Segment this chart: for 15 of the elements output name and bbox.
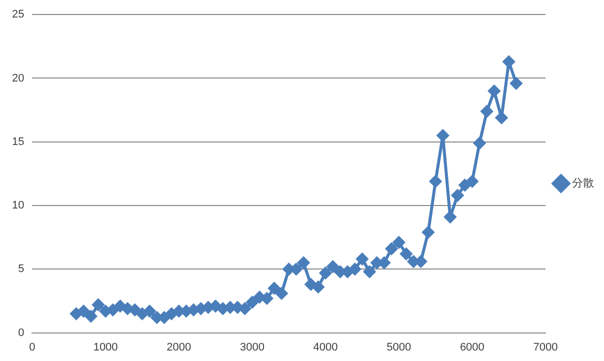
y-tick-label: 0 xyxy=(18,326,24,339)
x-tick-label: 0 xyxy=(29,341,36,354)
y-tick-label: 15 xyxy=(12,136,24,148)
y-tick-label: 10 xyxy=(12,200,24,212)
x-tick-label: 2000 xyxy=(166,341,192,354)
y-tick-label: 20 xyxy=(12,72,24,84)
x-tick-label: 1000 xyxy=(93,341,118,354)
x-tick-label: 5000 xyxy=(386,341,412,354)
x-tick-label: 3000 xyxy=(240,341,264,354)
y-tick-label: 25 xyxy=(12,8,24,21)
legend-label: 分散 xyxy=(572,176,594,190)
x-tick-label: 6000 xyxy=(460,341,484,354)
x-tick-label: 7000 xyxy=(533,341,558,354)
y-tick-label: 5 xyxy=(18,263,24,276)
x-tick-label: 4000 xyxy=(313,341,338,354)
